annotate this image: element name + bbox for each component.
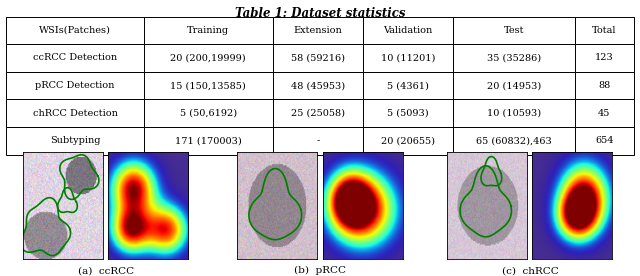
- Bar: [143, 17, 273, 44]
- Bar: [273, 99, 363, 127]
- Bar: [363, 127, 453, 155]
- Text: Total: Total: [592, 26, 616, 35]
- Text: -: -: [316, 136, 319, 145]
- Text: ccRCC Detection: ccRCC Detection: [33, 54, 117, 62]
- Text: Extension: Extension: [294, 26, 342, 35]
- Bar: [363, 44, 453, 72]
- Text: 654: 654: [595, 136, 614, 145]
- Bar: [453, 72, 575, 99]
- Bar: [273, 127, 363, 155]
- Text: 123: 123: [595, 54, 614, 62]
- Text: (b)  pRCC: (b) pRCC: [294, 266, 346, 275]
- Text: WSIs(Patches): WSIs(Patches): [39, 26, 111, 35]
- Text: 10 (11201): 10 (11201): [381, 54, 435, 62]
- Text: pRCC Detection: pRCC Detection: [35, 81, 115, 90]
- Bar: [6, 17, 143, 44]
- Text: 65 (60832),463: 65 (60832),463: [476, 136, 552, 145]
- Text: Subtyping: Subtyping: [50, 136, 100, 145]
- Text: 35 (35286): 35 (35286): [487, 54, 541, 62]
- Bar: [575, 72, 634, 99]
- Text: chRCC Detection: chRCC Detection: [33, 109, 117, 118]
- Text: Table 1: Dataset statistics: Table 1: Dataset statistics: [235, 7, 405, 20]
- Text: 5 (5093): 5 (5093): [387, 109, 429, 118]
- Bar: [575, 44, 634, 72]
- Bar: [143, 127, 273, 155]
- Bar: [143, 44, 273, 72]
- Text: Training: Training: [188, 26, 229, 35]
- Bar: [273, 72, 363, 99]
- Bar: [363, 17, 453, 44]
- Text: 20 (200,19999): 20 (200,19999): [170, 54, 246, 62]
- Bar: [363, 99, 453, 127]
- Bar: [575, 17, 634, 44]
- Text: 5 (4361): 5 (4361): [387, 81, 429, 90]
- Bar: [453, 99, 575, 127]
- Bar: [143, 72, 273, 99]
- Text: 5 (50,6192): 5 (50,6192): [180, 109, 237, 118]
- Text: 25 (25058): 25 (25058): [291, 109, 345, 118]
- Bar: [363, 72, 453, 99]
- Bar: [6, 72, 143, 99]
- Bar: [273, 17, 363, 44]
- Text: 15 (150,13585): 15 (150,13585): [170, 81, 246, 90]
- Text: 20 (20655): 20 (20655): [381, 136, 435, 145]
- Text: 10 (10593): 10 (10593): [487, 109, 541, 118]
- Text: Validation: Validation: [383, 26, 433, 35]
- Bar: [143, 99, 273, 127]
- Bar: [273, 44, 363, 72]
- Bar: [575, 99, 634, 127]
- Text: 171 (170003): 171 (170003): [175, 136, 242, 145]
- Bar: [6, 44, 143, 72]
- Text: 20 (14953): 20 (14953): [487, 81, 541, 90]
- Bar: [6, 99, 143, 127]
- Text: (c)  chRCC: (c) chRCC: [502, 266, 558, 275]
- Text: Test: Test: [504, 26, 524, 35]
- Text: 48 (45953): 48 (45953): [291, 81, 345, 90]
- Bar: [453, 127, 575, 155]
- Bar: [575, 127, 634, 155]
- Text: 88: 88: [598, 81, 611, 90]
- Bar: [453, 17, 575, 44]
- Text: (a)  ccRCC: (a) ccRCC: [77, 266, 134, 275]
- Bar: [6, 127, 143, 155]
- Text: 58 (59216): 58 (59216): [291, 54, 345, 62]
- Bar: [453, 44, 575, 72]
- Text: 45: 45: [598, 109, 611, 118]
